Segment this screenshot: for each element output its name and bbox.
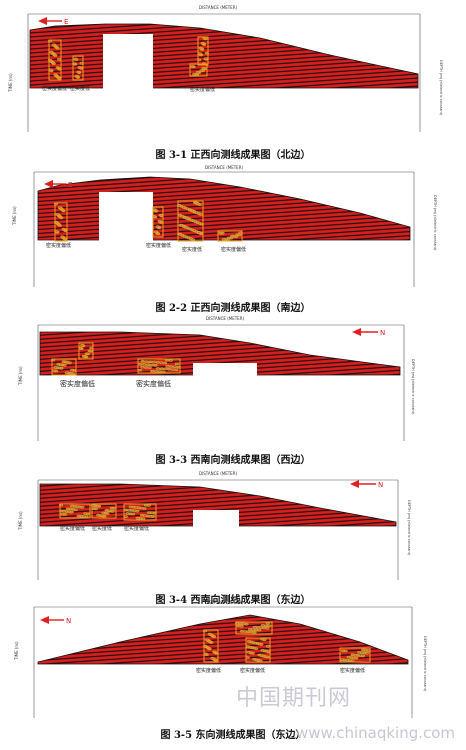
anomaly-speckle bbox=[138, 358, 181, 374]
radar-profile-3-3: DISTANCE (METER) TIME (ns) DEPTH (m) (di… bbox=[0, 315, 466, 470]
anomaly-speckle bbox=[123, 503, 157, 521]
watermark-url: www.chinaqking.com bbox=[296, 724, 456, 742]
gap-block bbox=[193, 510, 239, 528]
arrow-label: N bbox=[378, 481, 383, 489]
radar-figure-3-1: DISTANCE (METER) TIME (ns) DEPTH (m) (di… bbox=[8, 5, 443, 132]
radar-body bbox=[37, 614, 409, 665]
radar-section bbox=[39, 483, 397, 527]
axis-top-title: DISTANCE (METER) bbox=[205, 165, 244, 170]
figure-caption: 图 2-2 正西向测线成果图（南边） bbox=[155, 303, 311, 314]
anomaly-speckle bbox=[245, 637, 271, 663]
annotation-label: 密实度偏低 bbox=[136, 379, 171, 388]
axis-top-title: DISTANCE (METER) bbox=[205, 600, 244, 605]
arrow-indicator: N bbox=[352, 328, 385, 337]
annotation-label: 密实度偏低 bbox=[240, 667, 265, 674]
radar-figure-3-3: DISTANCE (METER) TIME (ns) DEPTH (m) (di… bbox=[18, 316, 415, 441]
annotation-label: 密实度低 bbox=[182, 246, 202, 253]
annotation-label: 密实度低 bbox=[70, 85, 90, 92]
arrow-label: E bbox=[64, 18, 68, 26]
radar-figure-3-5: DISTANCE (METER) TIME (ns) DEPTH (m) (di… bbox=[14, 600, 427, 718]
annotation-label: 密实度低 bbox=[92, 525, 112, 532]
y-axis-title: TIME (ns) bbox=[18, 511, 23, 531]
annotation-label: 密实度偏低 bbox=[190, 86, 215, 93]
arrow-label: E bbox=[68, 181, 72, 189]
axis-top-title: DISTANCE (METER) bbox=[206, 316, 245, 321]
arrow-label: N bbox=[380, 329, 385, 337]
figure-caption: 图 3-1 正西向测线成果图（北边） bbox=[155, 150, 311, 161]
figure-caption: 图 3-4 西南向测线成果图（东边） bbox=[155, 595, 311, 606]
radar-profile-3-5: DISTANCE (METER) TIME (ns) DEPTH (m) (di… bbox=[0, 600, 466, 750]
axis-frame bbox=[37, 479, 399, 580]
anomaly-boxes bbox=[58, 503, 157, 521]
annotation-label: 密实度偏低 bbox=[60, 379, 95, 388]
right-axis-title: DEPTH (m) (dielectric constant) bbox=[433, 195, 437, 251]
anomaly-speckle bbox=[58, 503, 90, 519]
annotation-label: 密实度偏低 bbox=[196, 667, 221, 674]
y-axis-title: TIME (ns) bbox=[8, 73, 13, 93]
radar-body bbox=[39, 331, 401, 376]
axis-top-title: DISTANCE (METER) bbox=[199, 471, 238, 476]
annotation-label: 密实度偏低 bbox=[60, 525, 85, 532]
y-axis-title: TIME (ns) bbox=[14, 641, 19, 661]
gap-block bbox=[193, 363, 257, 377]
arrow-label: N bbox=[66, 617, 71, 625]
right-axis-title: DEPTH (m) (dielectric constant) bbox=[439, 60, 443, 116]
anomaly-boxes bbox=[53, 200, 243, 242]
radar-figure-2-2: DISTANCE (METER) TIME (ns) DEPTH (m) (di… bbox=[12, 165, 437, 287]
radar-profile-2-2: DISTANCE (METER) TIME (ns) DEPTH (m) (di… bbox=[0, 165, 466, 315]
axis-frame bbox=[37, 324, 405, 441]
anomaly-boxes bbox=[202, 621, 371, 663]
radar-body bbox=[29, 23, 419, 89]
axis-frame bbox=[33, 606, 413, 718]
figure-caption: 图 3-3 西南向测线成果图（西边） bbox=[155, 455, 311, 466]
anomaly-speckle bbox=[339, 648, 371, 663]
arrow-indicator: E bbox=[44, 180, 72, 189]
arrow-indicator: E bbox=[38, 17, 68, 26]
axis-frame bbox=[27, 13, 421, 132]
radar-profile-3-4: DISTANCE (METER) TIME (ns) DEPTH (m) (di… bbox=[0, 470, 466, 610]
figure-caption: 图 3-5 东向测线成果图（东边） bbox=[160, 730, 306, 741]
anomaly-speckle bbox=[190, 65, 207, 77]
annotation-label: 密实度偏低 bbox=[124, 525, 149, 532]
annotation-label: 密实度偏低 bbox=[42, 85, 67, 92]
gap-block bbox=[99, 192, 153, 242]
anomaly-speckle bbox=[234, 621, 272, 634]
arrow-indicator: N bbox=[350, 480, 383, 489]
radar-profile-3-1: DISTANCE (METER) TIME (ns) DEPTH (m) (di… bbox=[0, 0, 466, 165]
axis-top-title: DISTANCE (METER) bbox=[199, 5, 238, 10]
y-axis-title: TIME (ns) bbox=[12, 206, 17, 226]
radar-body bbox=[39, 483, 397, 527]
arrow-indicator: N bbox=[40, 616, 71, 625]
anomaly-speckle bbox=[218, 231, 243, 242]
anomaly-speckle bbox=[78, 343, 94, 359]
watermark-chinese: 中国期刊网 bbox=[236, 686, 352, 711]
radar-section bbox=[39, 331, 401, 376]
right-axis-title: DEPTH (m) (dielectric constant) bbox=[423, 636, 427, 692]
y-axis-title: TIME (ns) bbox=[18, 366, 23, 386]
radar-section bbox=[29, 23, 419, 89]
annotation-label: 密实度偏低 bbox=[340, 667, 365, 674]
radar-section bbox=[37, 614, 409, 665]
axis-frame bbox=[33, 171, 415, 287]
gap-block bbox=[103, 34, 153, 90]
right-axis-title: DEPTH (m) (dielectric constant) bbox=[407, 500, 411, 556]
right-axis-title: DEPTH (m) (dielectric constant) bbox=[411, 359, 415, 415]
anomaly-boxes bbox=[50, 342, 181, 376]
annotation-label: 密实度偏低 bbox=[221, 246, 246, 253]
anomaly-boxes bbox=[47, 36, 209, 81]
annotation-label: 密实度偏低 bbox=[146, 242, 171, 249]
annotation-label: 密实度偏低 bbox=[46, 242, 71, 249]
radar-figure-3-4: DISTANCE (METER) TIME (ns) DEPTH (m) (di… bbox=[18, 471, 411, 580]
